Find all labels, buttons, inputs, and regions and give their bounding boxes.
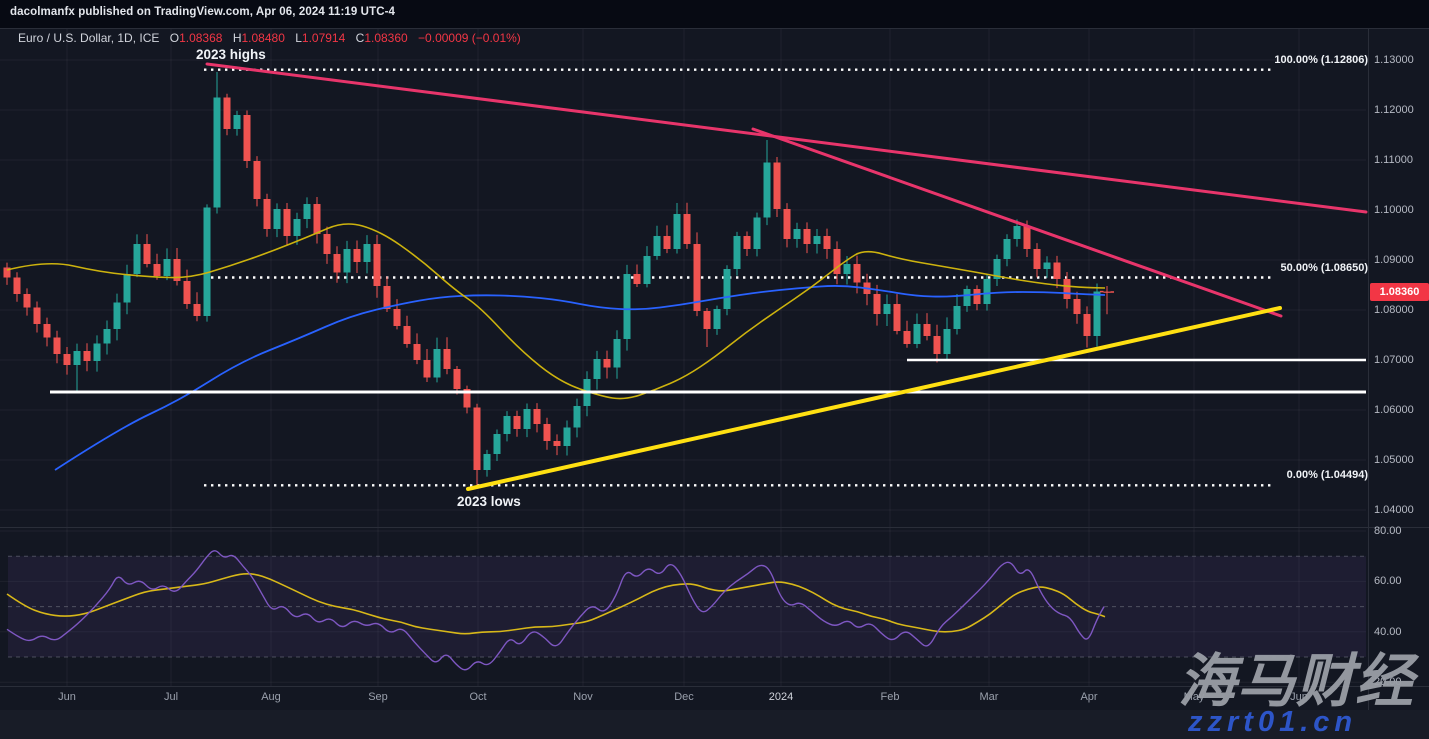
ohlc-close-label: C [355, 31, 365, 45]
watermark-chinese: 海马财经 [1178, 649, 1415, 714]
rsi-axis-label: 20.00 [1374, 676, 1402, 689]
time-axis-label: Jun [1290, 691, 1308, 703]
price-axis-label: 1.06000 [1374, 404, 1414, 416]
ma-200-blue [54, 285, 1106, 471]
price-axis-label: 1.11000 [1374, 154, 1413, 166]
fib-label-50: 50.00% (1.08650) [1280, 262, 1368, 274]
time-axis-label: May [1183, 691, 1205, 703]
last-price-badge: 1.08360 [1370, 283, 1429, 301]
ohlc-low-label: L [295, 31, 302, 45]
rsi-axis-label: 40.00 [1374, 625, 1402, 638]
price-axis-label: 1.09000 [1374, 254, 1414, 266]
time-axis-label: Jun [58, 691, 76, 703]
symbol-title: Euro / U.S. Dollar, 1D, ICE [18, 31, 160, 45]
time-axis-label: Jul [163, 691, 179, 703]
fib-label-0: 0.00% (1.04494) [1286, 469, 1368, 481]
rsi-axis-label: 60.00 [1374, 575, 1402, 588]
rsi-line [6, 550, 1105, 671]
time-axis[interactable]: Jun Jul Aug Sep Oct Nov Dec 2024 Feb Mar Apr May Jun [0, 687, 1368, 710]
time-axis-label: Apr [1080, 691, 1098, 703]
time-axis-label: 2024 [768, 691, 794, 703]
rsi-axis-label: 80.00 [1374, 525, 1402, 537]
time-axis-label: Sep [368, 691, 388, 703]
symbol-legend[interactable]: Euro / U.S. Dollar, 1D, ICE O1.08368 H1.… [18, 31, 521, 45]
attribution-text: dacolmanfx published on TradingView.com,… [10, 6, 396, 18]
fib-label-100: 100.00% (1.12806) [1274, 54, 1368, 66]
price-axis-label: 1.05000 [1374, 454, 1414, 466]
price-axis-label: 1.07000 [1374, 354, 1414, 366]
time-axis-label: Nov [573, 691, 593, 703]
price-axis-label: 1.08000 [1374, 304, 1414, 316]
price-axis-label: 1.04000 [1374, 504, 1414, 516]
time-axis-label: Aug [261, 691, 281, 703]
time-axis-label: Oct [469, 691, 487, 703]
time-axis-divider [0, 686, 1429, 687]
ohlc-close-value: 1.08360 [364, 31, 408, 45]
rsi-ma-line [6, 572, 1106, 635]
time-axis-label: Mar [979, 691, 999, 703]
ohlc-low-value: 1.07914 [301, 31, 346, 45]
annotation-2023-lows: 2023 lows [457, 494, 521, 509]
price-axis-label: 1.10000 [1374, 204, 1414, 216]
time-axis-label: Dec [674, 691, 694, 703]
ohlc-open-label: O [169, 31, 180, 45]
pane-divider[interactable] [0, 527, 1429, 528]
price-axis-label: 1.12000 [1374, 104, 1414, 116]
annotation-2023-highs: 2023 highs [196, 47, 266, 62]
bottom-toolbar: TradingView [0, 710, 1429, 739]
attribution-bar: dacolmanfx published on TradingView.com,… [0, 0, 1429, 29]
time-axis-label: Feb [880, 691, 900, 703]
ohlc-change: −0.00009 (−0.01%) [418, 31, 521, 45]
watermark-url: zzrt01.cn [1188, 706, 1358, 738]
ma-50-yellow [6, 223, 1106, 400]
price-axis-divider [1368, 28, 1369, 710]
price-axis-label: 1.13000 [1374, 54, 1414, 66]
ohlc-open-value: 1.08368 [179, 31, 223, 45]
price-axis[interactable]: 1.13000 1.12000 1.11000 1.10000 1.09000 1.080… [1369, 28, 1429, 710]
ohlc-high-value: 1.08480 [241, 31, 285, 45]
ohlc-high-label: H [232, 31, 242, 45]
